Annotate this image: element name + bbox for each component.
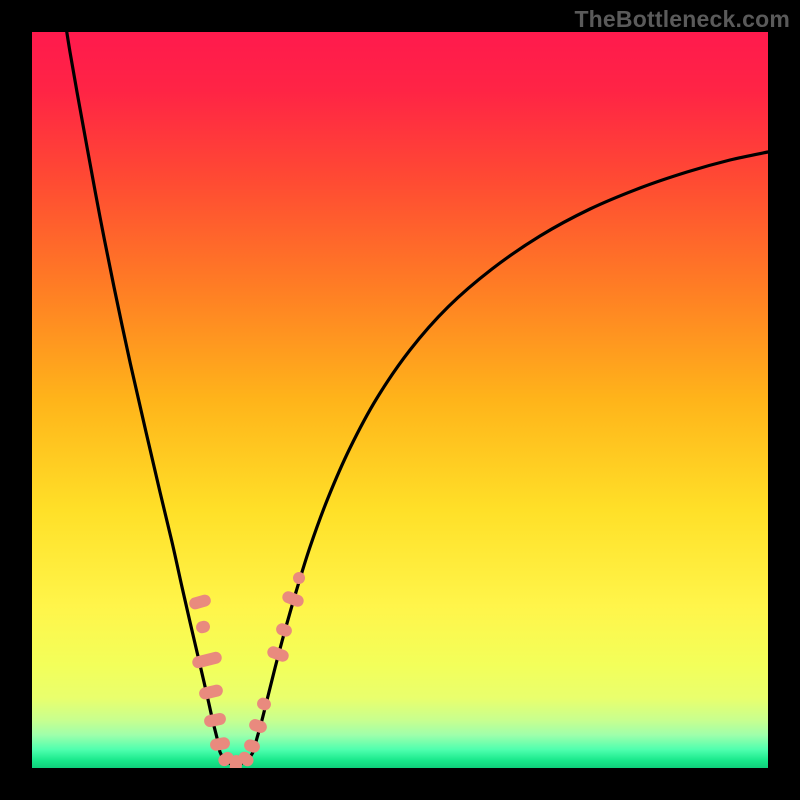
marker-point [291,570,307,586]
marker-point [195,619,212,634]
watermark-text: TheBottleneck.com [574,6,790,33]
marker-point [248,718,269,735]
marker-point [188,593,212,611]
marker-point [203,712,227,728]
marker-point [198,683,224,700]
marker-series [188,570,307,768]
marker-point [209,736,231,751]
marker-point [255,696,272,712]
v-curve [66,32,768,765]
chart-frame: TheBottleneck.com [0,0,800,800]
marker-point [243,738,262,754]
marker-point [274,622,293,639]
curve-layer [32,32,768,768]
plot-area [32,32,768,768]
